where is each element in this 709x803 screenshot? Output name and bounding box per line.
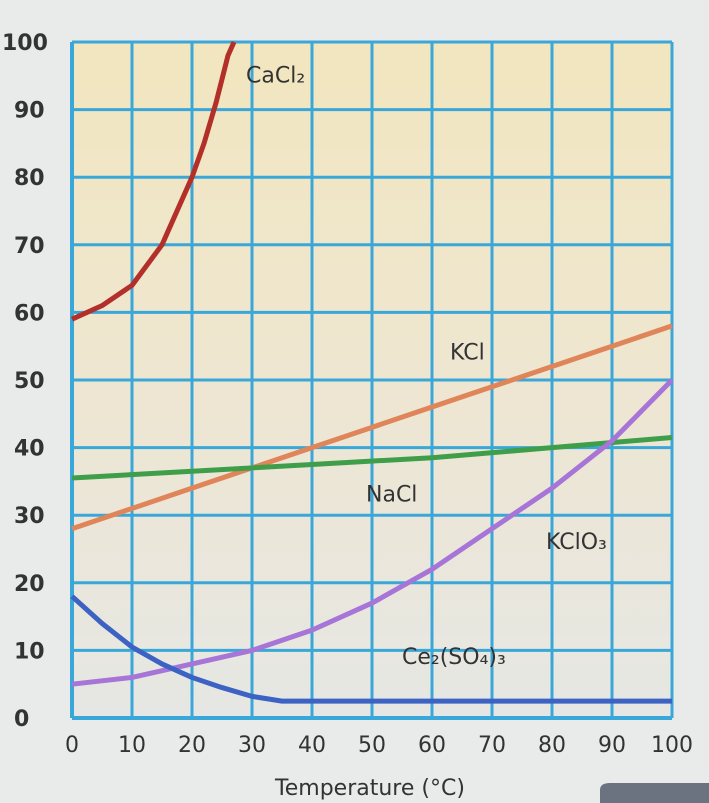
x-tick-label: 30 xyxy=(238,733,266,758)
x-tick-label: 40 xyxy=(298,733,326,758)
ticks: 0 10 20 30 40 50 60 70 80 90 100 0 10 20 30 40 50 60 70 80 9… xyxy=(2,31,693,758)
series-label: KClO₃ xyxy=(546,530,607,555)
series-line-4 xyxy=(70,594,672,704)
x-tick-label: 20 xyxy=(178,733,206,758)
x-tick-label: 80 xyxy=(538,733,566,758)
y-tick-label: 60 xyxy=(14,301,45,326)
series-label: CaCl₂ xyxy=(246,64,305,89)
y-tick-label: 0 xyxy=(14,707,29,732)
x-axis-title: Temperature (°C) xyxy=(274,776,465,801)
y-tick-label: 30 xyxy=(14,504,45,529)
x-tick-label: 70 xyxy=(478,733,506,758)
y-tick-label: 70 xyxy=(14,234,45,259)
x-tick-label: 100 xyxy=(651,733,693,758)
x-tick-label: 50 xyxy=(358,733,386,758)
x-tick-label: 60 xyxy=(418,733,446,758)
series-group xyxy=(70,40,674,704)
series-label: Ce₂(SO₄)₃ xyxy=(402,645,506,670)
series-line-1 xyxy=(71,323,673,532)
y-tick-label: 80 xyxy=(14,166,45,191)
series-labels: CaCl₂ KCl NaCl KClO₃ Ce₂(SO₄)₃ xyxy=(246,64,607,670)
y-tick-label: 40 xyxy=(14,437,45,462)
device-corner xyxy=(600,783,709,803)
series-line-0 xyxy=(70,40,237,322)
series-line-2 xyxy=(71,434,673,481)
x-tick-label: 90 xyxy=(598,733,626,758)
y-tick-label: 10 xyxy=(14,639,45,664)
series-label: KCl xyxy=(450,341,485,366)
series-line-3 xyxy=(71,378,674,687)
x-tick-label: 0 xyxy=(65,733,79,758)
y-tick-label: 90 xyxy=(14,99,45,124)
x-tick-label: 10 xyxy=(118,733,146,758)
series-label: NaCl xyxy=(366,483,417,508)
y-tick-label: 100 xyxy=(2,31,48,56)
y-tick-label: 50 xyxy=(14,369,45,394)
y-tick-label: 20 xyxy=(14,572,45,597)
